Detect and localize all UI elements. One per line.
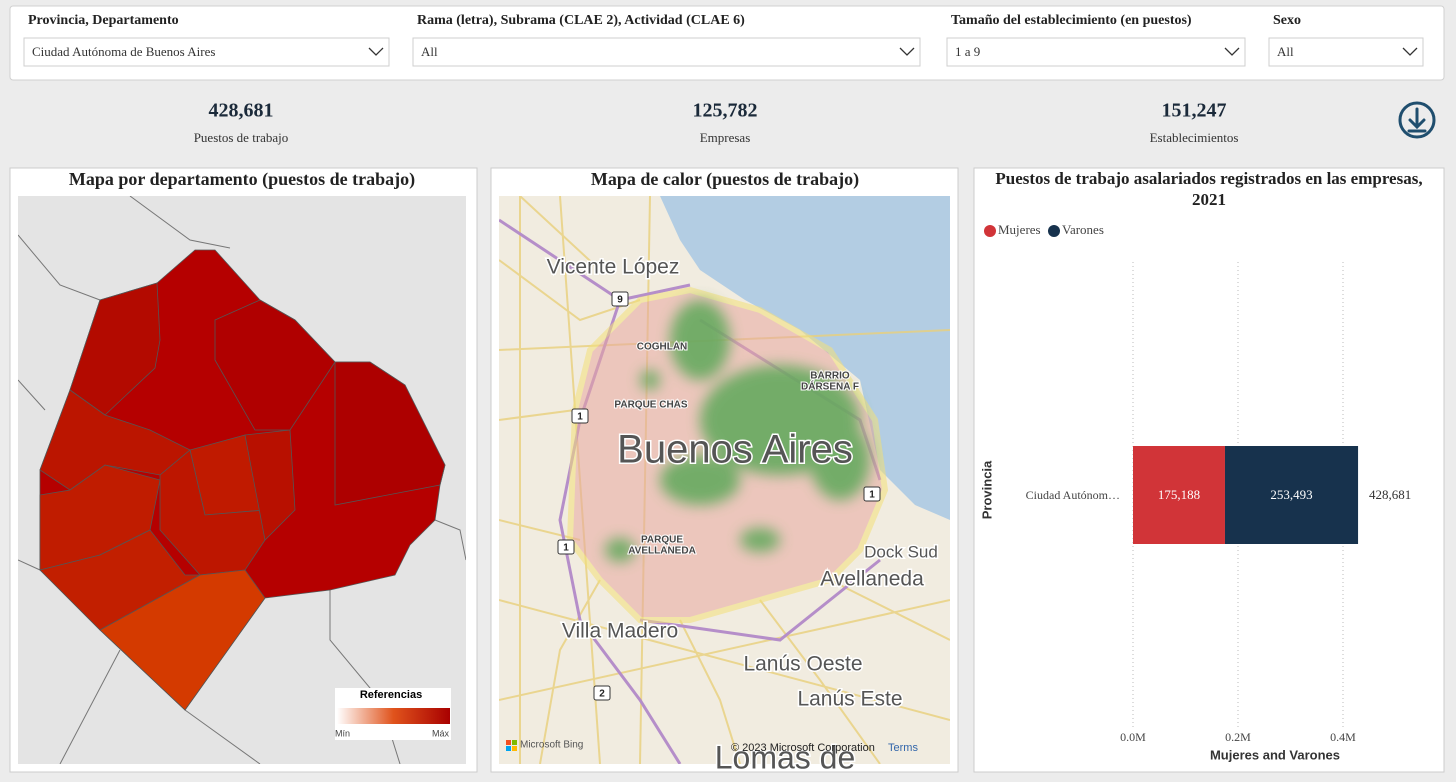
dropdown[interactable]: All [412,37,921,67]
dropdown[interactable]: 1 a 9 [946,37,1246,67]
place-label: Vicente López [547,256,680,279]
legend-gradient [337,708,450,724]
heat-map [499,196,950,764]
filter-label: Rama (letra), Subrama (CLAE 2), Activida… [417,13,745,28]
chevron [899,47,915,56]
place-label: PARQUE [641,535,683,546]
kpis: 428,681 Puestos de trabajo 125,782 Empresas… [194,100,1239,145]
place-label: Dock Sud [864,542,938,561]
place-label: Lanús Oeste [743,653,862,676]
legend-label: Mujeres [998,222,1041,237]
bar-segment [1224,446,1359,544]
download-button[interactable] [1398,101,1436,139]
filters: Provincia, Departamento Ciudad Autónoma d… [23,13,1424,67]
kpi-label: Puestos de trabajo [194,130,289,145]
chart-title-box: Puestos de trabajo asalariados registrad… [995,169,1423,209]
terms-link[interactable]: Terms [888,742,918,754]
bing-logo [506,740,517,751]
total-label: 428,681 [1369,487,1411,502]
place-label: Villa Madero [562,620,678,643]
place-label: DÁRSENA F [801,380,859,393]
bar-chart: Mujeres Varones 0.0M 0.2M 0.4M Mujeres and Va… [979,222,1411,762]
kpi-value: 151,247 [1162,100,1227,122]
dropdown-value: All [421,44,438,59]
route-shield [557,539,575,555]
legend-min: Mín [335,728,350,738]
chart-title: Puestos de trabajo asalariados registrad… [995,169,1423,209]
dropdown-box [1268,37,1424,67]
attribution: Microsoft Bing [520,740,583,751]
chevron [1224,47,1240,56]
kpi-value: 428,681 [209,100,274,122]
kpi-label: Establecimientos [1150,130,1239,145]
filter-label: Tamaño del establecimiento (en puestos) [951,13,1192,28]
route-number: 2 [599,689,605,700]
legend-label: Varones [1062,222,1104,237]
route-number: 1 [577,412,583,423]
dropdown-box [946,37,1246,67]
kpi-label: Empresas [700,130,751,145]
route-number: 1 [563,543,569,554]
route-shield [611,291,629,307]
legend-marker [1048,225,1060,237]
dropdown-value: 1 a 9 [955,44,980,59]
route-shield [863,486,881,502]
filter-label: Provincia, Departamento [28,13,179,28]
dropdown[interactable]: All [1268,37,1424,67]
data-label: 253,493 [1270,487,1312,502]
route-shield [571,408,589,424]
x-axis-title: Mujeres and Varones [1210,747,1340,762]
legend-max: Máx [432,728,450,738]
route-number: 1 [869,490,875,501]
panel-title: Mapa por departamento (puestos de trabaj… [69,169,415,190]
dropdown-value: Ciudad Autónoma de Buenos Aires [32,44,215,59]
dropdown-box [412,37,921,67]
place-label: AVELLANEDA [628,546,696,557]
place-label: Lomas de [715,739,856,775]
dropdown-box [23,37,390,67]
dropdown[interactable]: Ciudad Autónoma de Buenos Aires [23,37,390,67]
chevron [1402,47,1418,56]
copyright: © 2023 Microsoft Corporation [731,742,875,754]
filter-label: Sexo [1273,13,1301,28]
place-label: Avellaneda [820,568,924,591]
y-axis-title: Provincia [979,460,994,519]
place-label: Buenos Aires [617,428,853,472]
legend-marker [984,225,996,237]
x-tick-label: 0.4M [1330,730,1356,744]
dropdown-value: All [1277,44,1294,59]
x-tick-label: 0.0M [1120,730,1146,744]
data-label: 175,188 [1158,487,1200,502]
chevron [368,47,384,56]
place-label: PARQUE CHAS [614,400,687,411]
y-tick-label: Ciudad Autónom… [1026,488,1120,502]
legend-title: Referencias [360,689,422,701]
department-map [18,196,466,764]
place-label: Lanús Este [797,688,902,711]
route-number: 9 [617,295,623,306]
place-label: BARRIO [810,371,850,382]
route-shield [593,685,611,701]
panel-title: Mapa de calor (puestos de trabajo) [591,169,859,190]
x-tick-label: 0.2M [1225,730,1251,744]
place-label: COGHLAN [637,342,688,353]
bar-segment [1133,446,1225,544]
kpi-value: 125,782 [693,100,758,122]
